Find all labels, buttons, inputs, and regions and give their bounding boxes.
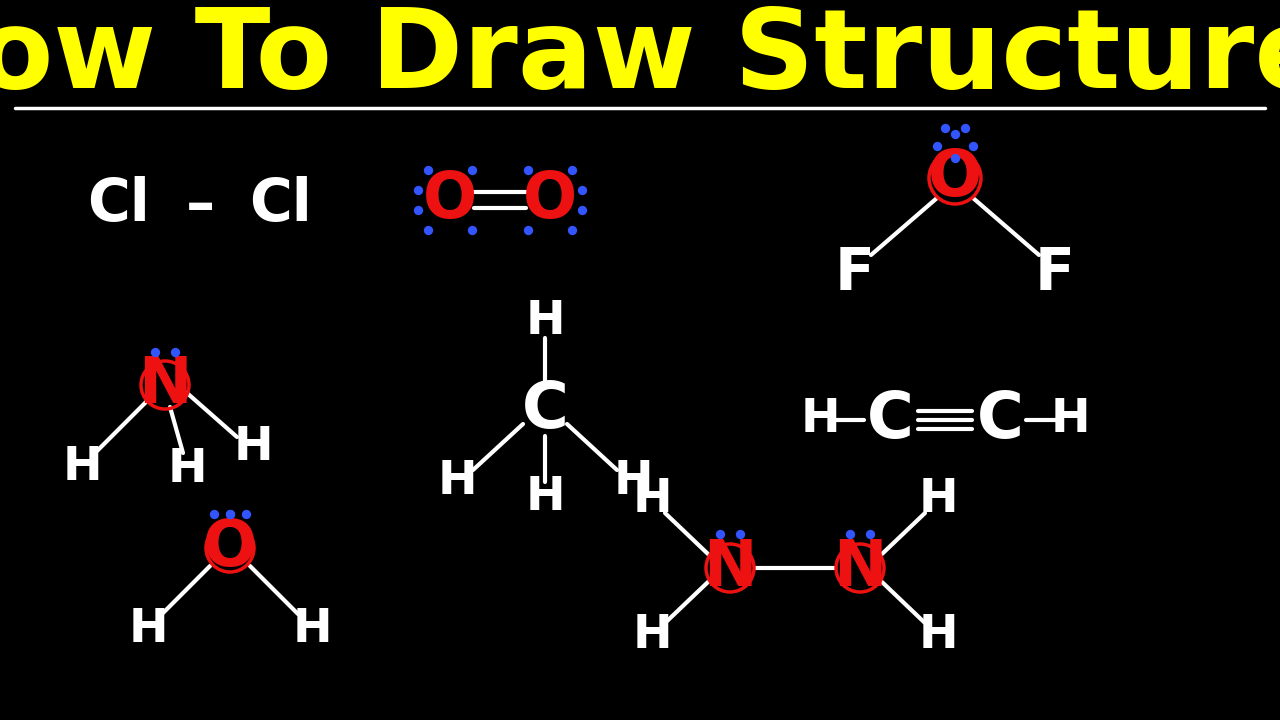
- Text: H: H: [168, 448, 207, 492]
- Text: H: H: [525, 300, 564, 344]
- Text: H: H: [632, 613, 672, 659]
- Text: O: O: [928, 147, 982, 209]
- Point: [562, 164, 582, 176]
- Point: [934, 122, 955, 134]
- Point: [417, 164, 438, 176]
- Text: O: O: [422, 169, 477, 231]
- Text: N: N: [703, 537, 756, 599]
- Point: [462, 224, 483, 235]
- Point: [517, 164, 539, 176]
- Point: [408, 184, 429, 196]
- Point: [220, 508, 241, 520]
- Point: [945, 128, 965, 140]
- Point: [408, 204, 429, 216]
- Point: [730, 528, 750, 540]
- Text: How To Draw Structures: How To Draw Structures: [0, 4, 1280, 112]
- Point: [562, 224, 582, 235]
- Point: [572, 204, 593, 216]
- Text: C: C: [977, 389, 1024, 451]
- Text: H: H: [800, 397, 840, 443]
- Point: [840, 528, 860, 540]
- Text: F: F: [1036, 245, 1075, 302]
- Point: [927, 140, 947, 152]
- Point: [417, 224, 438, 235]
- Text: H: H: [918, 477, 957, 523]
- Text: Cl: Cl: [87, 176, 150, 233]
- Text: O: O: [202, 517, 257, 579]
- Text: N: N: [138, 354, 192, 416]
- Text: H: H: [525, 475, 564, 521]
- Point: [220, 508, 241, 520]
- Text: N: N: [833, 537, 887, 599]
- Point: [145, 346, 165, 358]
- Text: O: O: [522, 169, 577, 231]
- Point: [860, 528, 881, 540]
- Text: H: H: [613, 459, 653, 505]
- Point: [236, 508, 256, 520]
- Text: Cl: Cl: [248, 176, 311, 233]
- Text: H: H: [63, 444, 102, 490]
- Text: –: –: [186, 176, 215, 233]
- Text: H: H: [233, 425, 273, 469]
- Text: H: H: [438, 459, 477, 505]
- Point: [945, 152, 965, 163]
- Point: [204, 508, 224, 520]
- Text: C: C: [521, 379, 568, 441]
- Point: [572, 184, 593, 196]
- Text: C: C: [867, 389, 914, 451]
- Point: [517, 224, 539, 235]
- Text: H: H: [128, 608, 168, 652]
- Point: [165, 346, 186, 358]
- Point: [709, 528, 730, 540]
- Point: [963, 140, 983, 152]
- Text: H: H: [632, 477, 672, 523]
- Point: [955, 122, 975, 134]
- Point: [462, 164, 483, 176]
- Text: H: H: [292, 608, 332, 652]
- Text: H: H: [918, 613, 957, 659]
- Text: F: F: [835, 245, 876, 302]
- Text: H: H: [1050, 397, 1089, 443]
